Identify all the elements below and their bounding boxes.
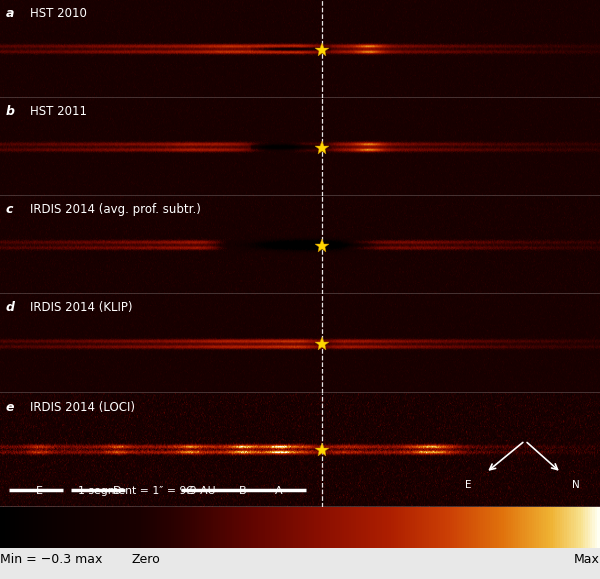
Text: Max: Max <box>574 553 600 566</box>
Text: N: N <box>572 479 580 490</box>
Text: 1 segment = 1″ = 9.9 AU: 1 segment = 1″ = 9.9 AU <box>78 486 215 496</box>
Text: D: D <box>113 486 121 496</box>
Text: a: a <box>6 7 14 20</box>
Text: Min = −0.3 max: Min = −0.3 max <box>0 553 103 566</box>
Text: E: E <box>35 486 43 496</box>
Text: c: c <box>6 203 13 216</box>
Text: d: d <box>6 301 15 314</box>
Text: E: E <box>465 479 471 490</box>
Text: HST 2011: HST 2011 <box>30 105 87 118</box>
Text: C: C <box>185 486 193 496</box>
Text: e: e <box>6 401 14 413</box>
Text: IRDIS 2014 (avg. prof. subtr.): IRDIS 2014 (avg. prof. subtr.) <box>30 203 201 216</box>
Text: Zero: Zero <box>132 553 161 566</box>
Text: B: B <box>239 486 247 496</box>
Text: IRDIS 2014 (LOCI): IRDIS 2014 (LOCI) <box>30 401 135 413</box>
Text: b: b <box>6 105 15 118</box>
Text: HST 2010: HST 2010 <box>30 7 87 20</box>
Text: IRDIS 2014 (KLIP): IRDIS 2014 (KLIP) <box>30 301 133 314</box>
Text: A: A <box>275 486 283 496</box>
